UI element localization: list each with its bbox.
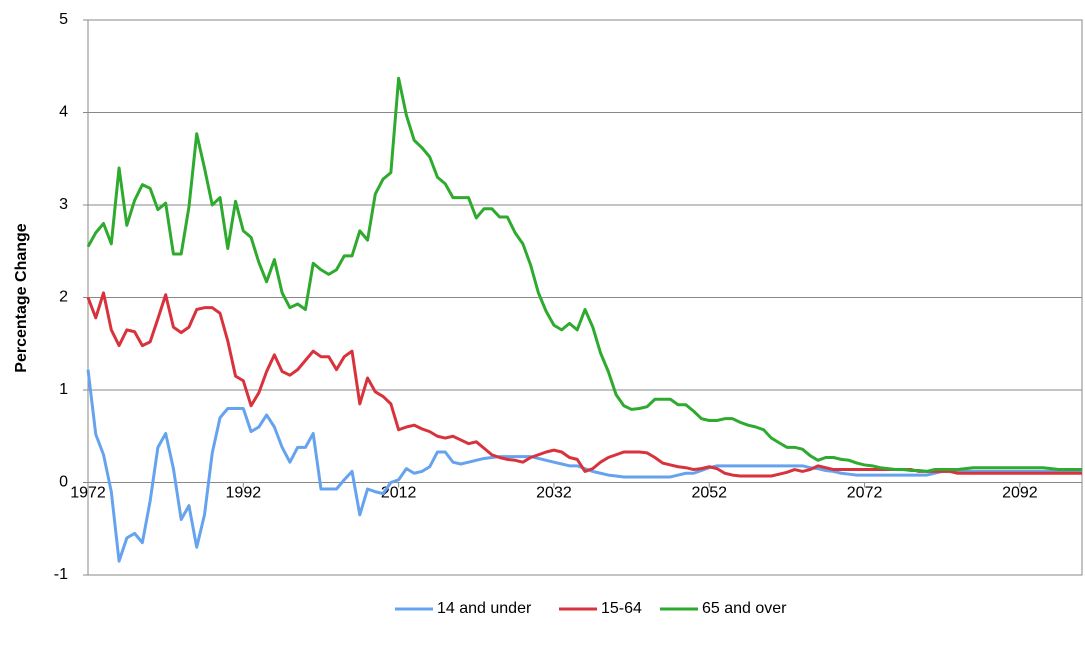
x-tick-label: 1992 — [226, 485, 262, 502]
series-line — [86, 369, 1082, 563]
x-tick-label: 2072 — [847, 485, 883, 502]
x-tick-label: 2092 — [1002, 485, 1038, 502]
y-tick-label: 4 — [59, 104, 68, 121]
y-tick-label: 1 — [59, 381, 68, 398]
legend-label: 14 and under — [437, 600, 532, 617]
x-tick-label: 1972 — [70, 485, 106, 502]
y-tick-label: 5 — [59, 11, 68, 28]
legend-label: 65 and over — [702, 600, 787, 617]
y-tick-label: 0 — [59, 474, 68, 491]
y-axis-label: Percentage Change — [13, 223, 30, 372]
x-tick-label: 2052 — [691, 485, 727, 502]
legend-label: 15-64 — [601, 600, 642, 617]
x-tick-label: 2012 — [381, 485, 417, 502]
y-tick-label: 3 — [59, 196, 68, 213]
y-tick-label: -1 — [54, 566, 68, 583]
series-line — [86, 76, 1082, 473]
y-tick-label: 2 — [59, 289, 68, 306]
x-tick-label: 2032 — [536, 485, 572, 502]
